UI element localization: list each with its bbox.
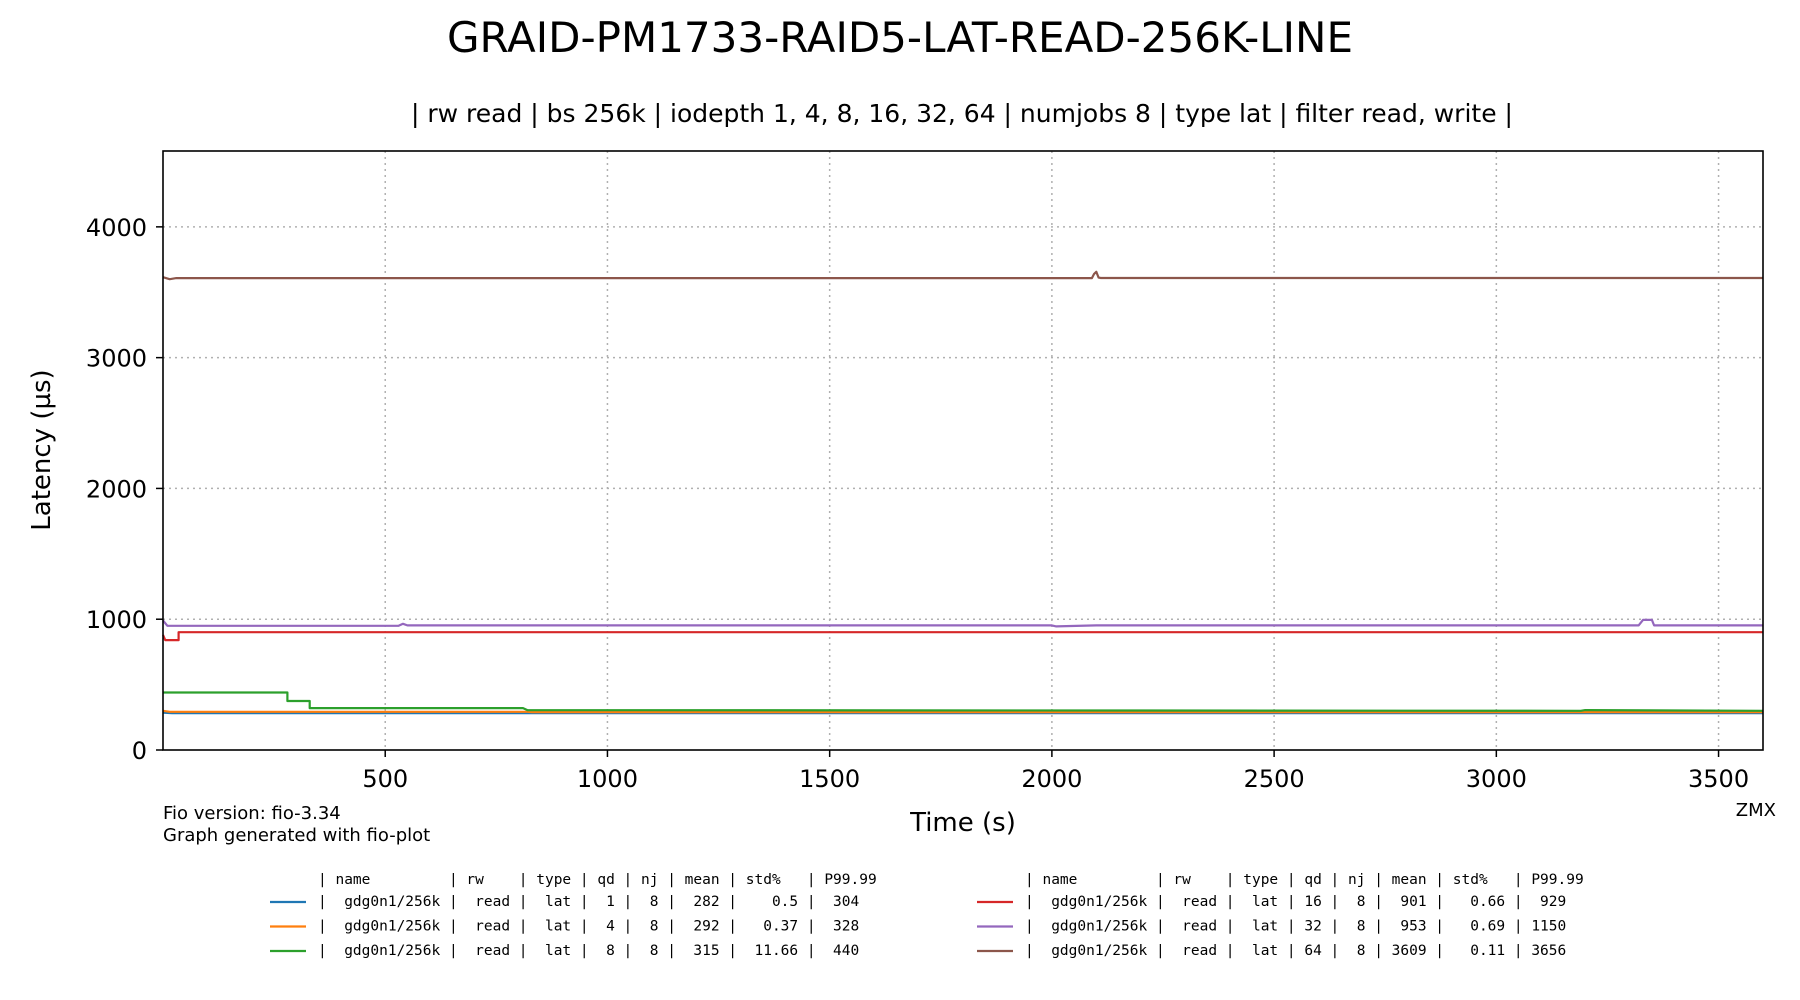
x-tick-label: 500 [362, 765, 408, 793]
x-axis-label: Time (s) [909, 808, 1016, 838]
legend-entry-2: | gdg0n1/256k | read | lat | 4 | 8 | 292… [318, 919, 859, 935]
x-tick-label: 1500 [799, 765, 860, 793]
y-tick-label: 1000 [86, 606, 147, 634]
fio-plot-note: Graph generated with fio-plot [163, 825, 430, 846]
legend-header-right: | name | rw | type | qd | nj | mean | st… [1025, 872, 1584, 888]
y-tick-label: 3000 [86, 345, 147, 373]
y-tick-label: 4000 [86, 214, 147, 242]
legend: | name | rw | type | qd | nj | mean | st… [270, 872, 1584, 959]
zmx-mark: ZMX [1736, 800, 1776, 821]
series-line-2 [162, 709, 1763, 714]
legend-entry-6: | gdg0n1/256k | read | lat | 64 | 8 | 36… [1025, 943, 1566, 959]
y-axis-label: Latency (µs) [27, 369, 57, 530]
x-axis-ticks: 500 1000 1500 2000 2500 3000 3500 [362, 750, 1749, 793]
legend-entry-5: | gdg0n1/256k | read | lat | 32 | 8 | 95… [1025, 919, 1566, 935]
x-tick-label: 2500 [1244, 765, 1305, 793]
y-tick-label: 0 [132, 737, 147, 765]
chart-subtitle: | rw read | bs 256k | iodepth 1, 4, 8, 1… [411, 99, 1513, 128]
legend-entry-4: | gdg0n1/256k | read | lat | 16 | 8 | 90… [1025, 894, 1566, 910]
y-axis-ticks: 0 1000 2000 3000 4000 [86, 214, 163, 765]
series-line-6 [162, 270, 1763, 281]
plot-area-frame [162, 150, 1764, 751]
chart-title: GRAID-PM1733-RAID5-LAT-READ-256K-LINE [447, 13, 1353, 62]
series-line-5 [162, 618, 1763, 628]
x-tick-label: 1000 [577, 765, 638, 793]
x-tick-label: 2000 [1021, 765, 1082, 793]
grid [163, 151, 1763, 750]
x-tick-label: 3500 [1688, 765, 1749, 793]
legend-entry-1: | gdg0n1/256k | read | lat | 1 | 8 | 282… [318, 894, 860, 910]
y-tick-label: 2000 [86, 475, 147, 503]
series-layer [161, 270, 1764, 715]
fio-version-note: Fio version: fio-3.34 [163, 803, 341, 824]
series-line-4 [161, 631, 1763, 642]
legend-entry-3: | gdg0n1/256k | read | lat | 8 | 8 | 315… [318, 943, 859, 959]
legend-header-left: | name | rw | type | qd | nj | mean | st… [318, 872, 877, 888]
x-tick-label: 3000 [1466, 765, 1527, 793]
series-line-3 [163, 691, 1764, 712]
